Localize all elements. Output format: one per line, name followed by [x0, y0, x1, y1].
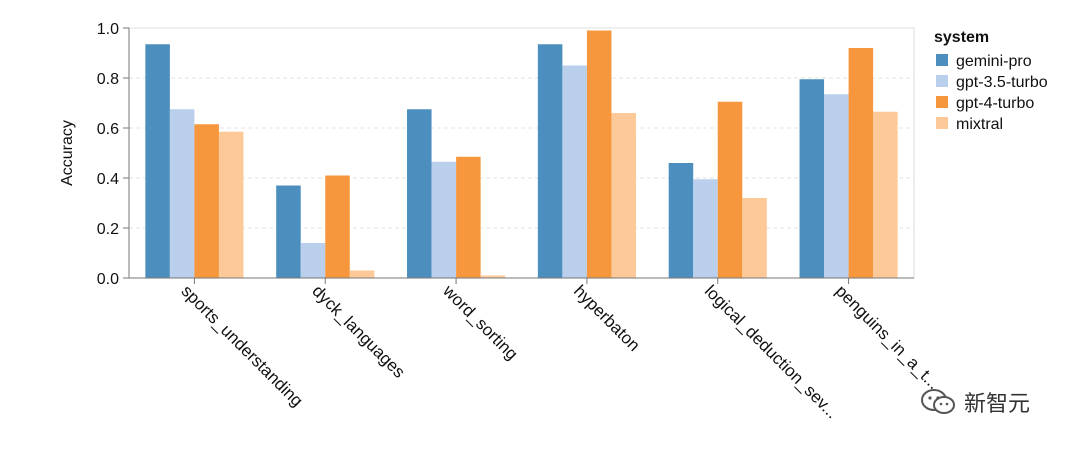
x-tick-label: dyck_languages — [308, 281, 408, 381]
bar-layer — [145, 30, 898, 278]
bar-mixtral-penguins_in_a_t... — [873, 111, 898, 278]
bar-mixtral-hyperbaton — [611, 113, 636, 278]
y-tick-label: 1.0 — [97, 21, 119, 38]
bar-gpt-3.5-turbo-word_sorting — [431, 161, 457, 278]
bar-gpt-3.5-turbo-dyck_languages — [300, 243, 326, 278]
y-tick-label: 0.6 — [97, 121, 119, 138]
legend-label-gpt-4-turbo: gpt-4-turbo — [956, 95, 1034, 112]
bar-mixtral-logical_deduction_sev... — [742, 198, 767, 278]
bar-mixtral-sports_understanding — [218, 131, 244, 278]
legend-label-mixtral: mixtral — [956, 116, 1003, 133]
bar-mixtral-dyck_languages — [349, 270, 375, 278]
bar-gpt-4-turbo-hyperbaton — [586, 30, 612, 278]
legend-swatch-gpt-4-turbo — [936, 96, 948, 108]
x-tick-label: word_sorting — [439, 281, 522, 364]
bar-gemini-pro-sports_understanding — [145, 44, 170, 278]
grid-layer — [128, 27, 915, 279]
bar-gemini-pro-hyperbaton — [537, 44, 563, 278]
x-tick-label: penguins_in_a_t... — [832, 281, 944, 393]
bar-gemini-pro-dyck_languages — [276, 185, 301, 278]
x-tick-label: hyperbaton — [570, 281, 644, 355]
bar-gpt-3.5-turbo-hyperbaton — [562, 65, 587, 278]
bar-mixtral-word_sorting — [480, 275, 506, 278]
legend-label-gpt-3.5-turbo: gpt-3.5-turbo — [956, 74, 1048, 91]
bar-gpt-4-turbo-dyck_languages — [325, 175, 350, 278]
bar-gpt-4-turbo-logical_deduction_sev... — [717, 101, 743, 278]
legend: system gemini-pro gpt-3.5-turbo gpt-4-turb… — [934, 29, 1048, 133]
bar-gemini-pro-word_sorting — [407, 109, 432, 278]
y-tick-label: 0.2 — [97, 221, 119, 238]
wechat-icon — [921, 389, 955, 414]
y-axis-title: Accuracy — [59, 120, 76, 186]
y-tick-label: 0.4 — [97, 171, 119, 188]
bar-gpt-4-turbo-penguins_in_a_t... — [848, 48, 874, 278]
bar-gemini-pro-logical_deduction_sev... — [668, 163, 694, 278]
legend-swatch-gpt-3.5-turbo — [936, 75, 948, 87]
bar-gpt-3.5-turbo-penguins_in_a_t... — [824, 94, 849, 278]
y-tick-label: 0.8 — [97, 71, 119, 88]
bar-gpt-3.5-turbo-logical_deduction_sev... — [693, 179, 718, 278]
watermark-text: 新智元 — [964, 391, 1031, 416]
legend-label-gemini-pro: gemini-pro — [956, 53, 1032, 70]
legend-title: system — [934, 29, 989, 46]
bar-gpt-4-turbo-word_sorting — [456, 156, 481, 278]
legend-swatch-gemini-pro — [936, 54, 948, 66]
y-tick-label: 0.0 — [97, 271, 119, 288]
bar-gpt-3.5-turbo-sports_understanding — [169, 109, 195, 278]
x-tick-label: logical_deduction_sev... — [701, 281, 842, 422]
bar-gpt-4-turbo-sports_understanding — [194, 124, 219, 278]
watermark: 新智元 — [920, 386, 1030, 418]
plot-frame — [128, 27, 915, 279]
x-tick-label: sports_understanding — [178, 281, 307, 410]
legend-swatch-mixtral — [936, 117, 948, 129]
bar-gemini-pro-penguins_in_a_t... — [799, 79, 825, 278]
